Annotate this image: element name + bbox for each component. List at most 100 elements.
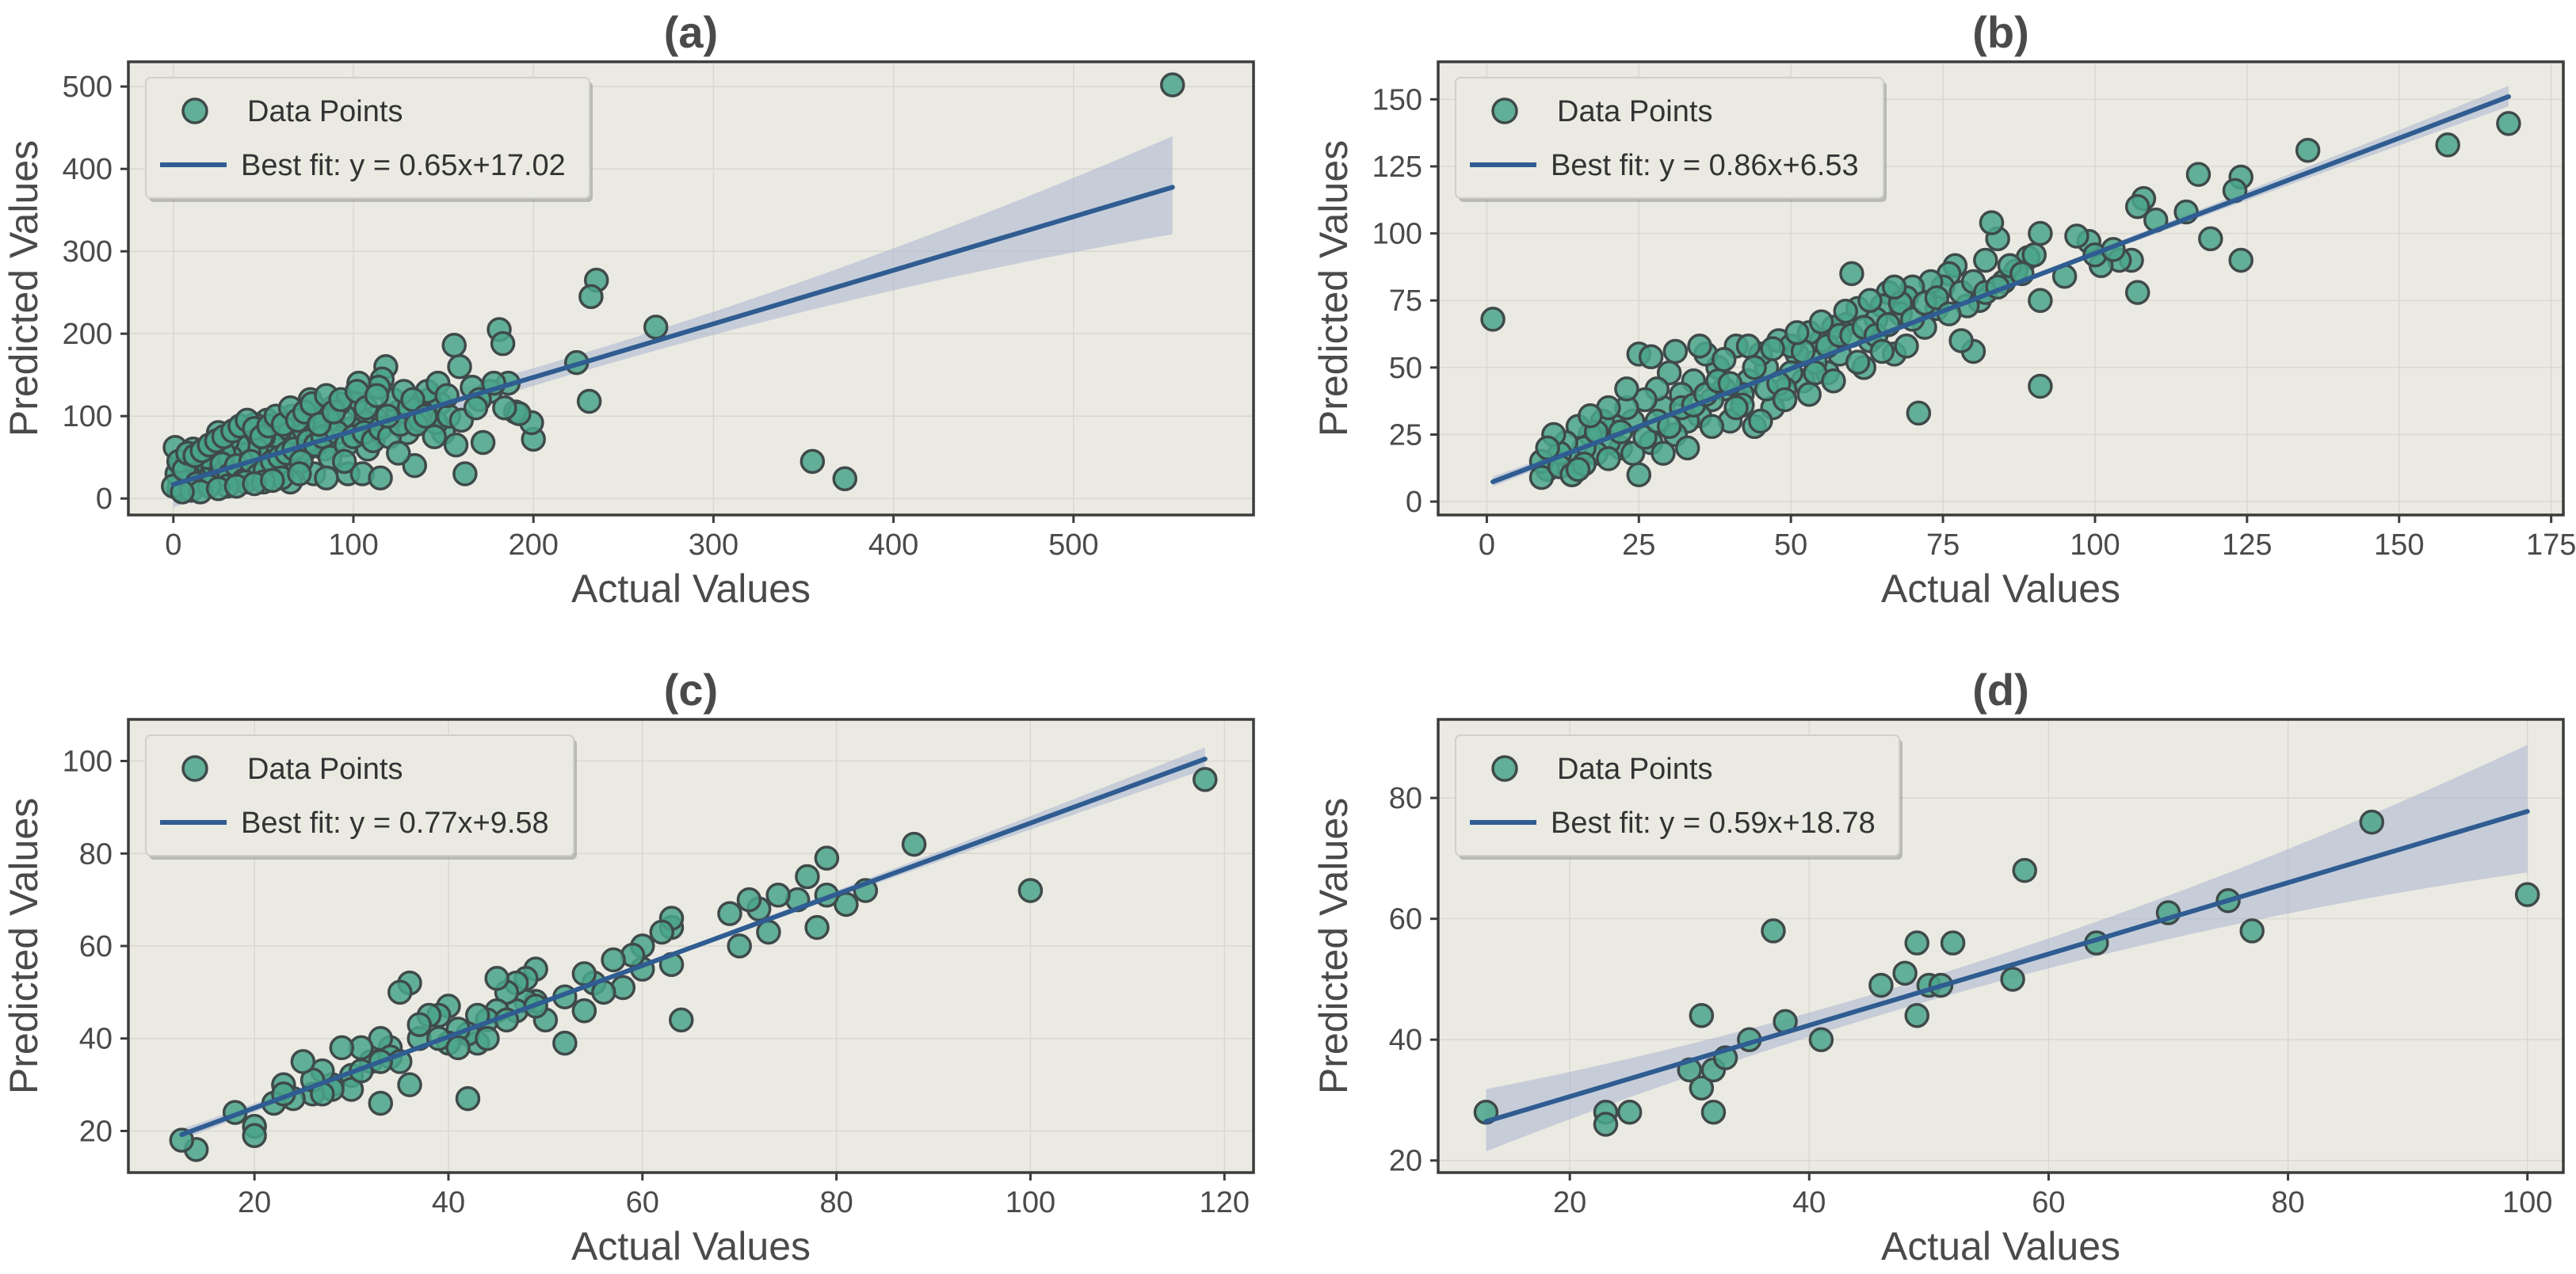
data-point — [1687, 334, 1712, 359]
legend: Data Points Best fit: y = 0.77x+9.58 — [145, 734, 577, 860]
data-point — [1689, 1002, 1715, 1028]
panel-d: 20 40 60 80 100 20 40 60 80 Actual Values Predicte… — [1311, 665, 2565, 1268]
data-point — [1894, 334, 1919, 359]
legend-label-fit: Best fit: y = 0.86x+6.53 — [1551, 149, 1859, 182]
data-point — [1948, 328, 1974, 353]
data-point — [1892, 960, 1918, 986]
data-point — [1017, 878, 1044, 903]
axes-frame — [1437, 60, 2565, 517]
y-tick-label: 125 — [1372, 151, 1422, 184]
x-axis-label: Actual Values — [1881, 566, 2120, 611]
data-point — [601, 947, 626, 973]
data-point — [1651, 441, 1676, 466]
data-point — [1160, 72, 1185, 97]
data-point — [571, 997, 597, 1024]
plot-content — [161, 72, 1185, 508]
data-point — [368, 1090, 394, 1116]
x-tick-label: 150 — [2374, 528, 2424, 562]
legend-label-points: Data Points — [1557, 753, 1712, 786]
data-point — [242, 1123, 267, 1149]
data-point — [1833, 299, 1859, 324]
y-tick-label: 300 — [63, 235, 113, 269]
legend-box — [145, 734, 574, 856]
data-point — [669, 1007, 694, 1033]
data-point — [2295, 137, 2321, 163]
data-point — [2028, 220, 2053, 246]
data-point — [1578, 403, 1603, 429]
data-point — [484, 966, 509, 991]
x-tick-label: 100 — [2502, 1186, 2552, 1219]
x-tick-label: 100 — [1006, 1186, 1055, 1219]
data-point — [901, 831, 927, 857]
y-tick-label: 60 — [1389, 903, 1422, 936]
legend-label-points: Data Points — [1557, 95, 1712, 128]
data-point — [578, 284, 604, 310]
x-tick-label: 75 — [1926, 528, 1960, 562]
x-tick-label: 120 — [1200, 1186, 1250, 1219]
data-point — [1940, 930, 1966, 956]
data-point — [1979, 210, 2005, 235]
x-tick-label: 40 — [1792, 1186, 1826, 1219]
legend-marker-icon — [181, 755, 208, 782]
data-point — [1845, 349, 1871, 375]
x-tick-label: 20 — [238, 1186, 271, 1219]
x-tick-label: 400 — [868, 528, 918, 562]
axes-frame — [1437, 718, 2565, 1174]
data-point — [2124, 194, 2150, 219]
legend-label-points: Data Points — [247, 95, 403, 128]
data-point — [1616, 1099, 1643, 1125]
legend-box — [145, 77, 590, 199]
data-point — [290, 1049, 316, 1074]
data-point — [1808, 1027, 1834, 1052]
plot-content — [1473, 745, 2540, 1152]
data-point — [475, 1025, 500, 1051]
data-point — [492, 395, 517, 421]
y-tick-label: 500 — [63, 71, 113, 104]
data-point — [727, 933, 752, 959]
data-point — [2514, 882, 2540, 907]
data-point — [443, 432, 469, 458]
x-tick-label: 300 — [689, 528, 738, 562]
y-tick-label: 20 — [79, 1115, 113, 1148]
y-tick-label: 40 — [79, 1023, 113, 1056]
y-axis-label: Predicted Values — [2, 798, 46, 1094]
x-tick-label: 20 — [1553, 1186, 1586, 1219]
y-axis-label: Predicted Values — [1311, 798, 1356, 1094]
x-tick-label: 100 — [328, 528, 378, 562]
data-point — [1662, 338, 1689, 364]
plot-content — [169, 747, 1218, 1162]
data-point — [1748, 408, 1773, 434]
x-tick-label: 40 — [432, 1186, 465, 1219]
best-fit-line — [179, 756, 1208, 1138]
data-point — [804, 914, 830, 940]
data-point — [314, 465, 339, 490]
data-point — [287, 461, 312, 486]
data-point — [576, 388, 602, 414]
data-point — [260, 467, 285, 494]
data-point — [1881, 274, 1907, 300]
panel-a: 0 100 200 300 400 500 0 100 200 300 400 500 Actual V… — [2, 7, 1255, 611]
data-point — [2198, 226, 2223, 252]
x-tick-label: 175 — [2526, 528, 2576, 562]
data-point — [406, 1012, 432, 1037]
data-point — [765, 883, 791, 908]
panel-c: 20 40 60 80 100 120 20 40 60 80 100 Actual Values Pr… — [2, 665, 1255, 1268]
legend-label-fit: Best fit: y = 0.65x+17.02 — [241, 149, 566, 182]
data-point — [1674, 435, 1700, 461]
data-point — [2028, 288, 2053, 313]
panel-title: (b) — [1972, 7, 2029, 57]
x-tick-label: 80 — [2271, 1186, 2304, 1219]
panel-title: (a) — [664, 7, 718, 57]
data-point — [1857, 288, 1883, 313]
data-point — [1839, 261, 1864, 287]
data-point — [2359, 809, 2385, 835]
y-tick-label: 100 — [63, 746, 113, 779]
y-axis-label: Predicted Values — [2, 140, 46, 437]
data-point — [2028, 373, 2053, 399]
data-point — [1712, 346, 1737, 372]
x-axis-label: Actual Values — [571, 566, 811, 611]
y-tick-label: 40 — [1389, 1024, 1422, 1057]
y-tick-label: 50 — [1389, 352, 1422, 385]
x-axis-label: Actual Values — [1881, 1224, 2120, 1268]
